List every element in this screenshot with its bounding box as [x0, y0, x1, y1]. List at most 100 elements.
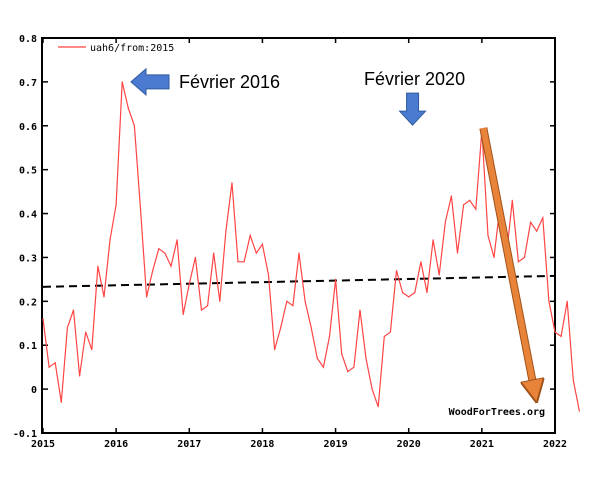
annotation-fevrier-2016: Février 2016 — [179, 72, 280, 92]
data-point — [97, 265, 99, 267]
data-point — [60, 401, 62, 403]
data-point — [469, 199, 471, 201]
y-tick-label: 0.7 — [19, 78, 37, 89]
data-point — [237, 261, 239, 263]
data-point — [414, 291, 416, 294]
credit-label: WoodForTrees.org — [449, 407, 545, 418]
data-point — [48, 366, 50, 368]
data-point — [292, 305, 294, 307]
data-point — [146, 296, 148, 298]
data-point — [444, 221, 446, 223]
data-point — [261, 243, 264, 245]
x-axis-ticks: 2015 2016 2017 2018 2019 2020 2021 2022 — [31, 37, 567, 450]
data-point — [213, 252, 215, 254]
x-tick-label: 2015 — [31, 439, 55, 450]
data-point — [383, 335, 385, 338]
data-point — [103, 296, 105, 298]
data-point — [578, 410, 580, 412]
plot-frame — [41, 37, 556, 434]
data-point — [389, 331, 392, 333]
x-tick-label: 2017 — [177, 439, 201, 450]
data-point — [54, 362, 56, 364]
data-point — [334, 278, 337, 280]
data-point — [493, 256, 495, 259]
data-point — [395, 270, 398, 272]
data-point — [139, 208, 142, 210]
data-point — [371, 388, 373, 390]
y-tick-label: 0.3 — [19, 253, 37, 264]
data-point — [487, 234, 489, 237]
data-point — [206, 305, 209, 307]
data-point — [542, 217, 544, 219]
trend-line — [42, 274, 556, 288]
data-point — [554, 331, 556, 333]
y-tick-label: 0.5 — [19, 166, 37, 177]
y-tick-label: 0 — [31, 385, 37, 396]
orange-arrow-icon — [480, 127, 534, 391]
data-point — [164, 252, 166, 254]
data-point — [286, 300, 288, 302]
data-point — [243, 261, 245, 263]
data-point — [176, 239, 178, 241]
data-point — [115, 204, 117, 206]
data-point — [127, 107, 129, 109]
data-point — [255, 252, 257, 254]
data-point — [152, 270, 154, 272]
data-point — [200, 309, 203, 311]
y-tick-label: 0.4 — [19, 210, 37, 221]
data-point — [365, 357, 367, 359]
chart-legend: uah6/from:2015 — [58, 43, 174, 54]
data-point — [402, 291, 404, 294]
data-point — [523, 256, 526, 259]
y-tick-label: 0.2 — [19, 297, 37, 308]
data-point — [194, 256, 196, 259]
data-point — [438, 274, 440, 276]
data-point — [267, 274, 270, 276]
data-point — [432, 239, 434, 241]
trend-line-group — [42, 274, 556, 288]
data-point — [353, 366, 355, 368]
series-group — [42, 81, 580, 412]
data-point — [341, 353, 343, 355]
annotation-fevrier-2020: Février 2020 — [364, 69, 465, 89]
x-tick-label: 2020 — [397, 439, 421, 450]
data-point — [377, 406, 379, 408]
data-point — [298, 252, 300, 254]
data-point — [426, 291, 428, 294]
data-point — [91, 349, 93, 351]
data-point — [182, 313, 184, 316]
arrow-down-icon — [398, 92, 427, 126]
data-point — [42, 318, 44, 320]
data-point — [109, 239, 111, 241]
data-point — [536, 230, 538, 232]
y-tick-label: 0.1 — [19, 341, 37, 352]
data-point — [322, 366, 324, 368]
annotations-group: Février 2016 Février 2020 — [130, 67, 535, 391]
x-tick-label: 2021 — [470, 439, 494, 450]
data-point — [572, 379, 574, 381]
data-point — [566, 300, 568, 302]
x-tick-label: 2019 — [324, 439, 348, 450]
data-point — [548, 300, 550, 302]
x-tick-label: 2016 — [104, 439, 128, 450]
data-point — [456, 252, 459, 254]
data-point — [188, 283, 190, 285]
data-point — [359, 309, 361, 311]
data-point — [462, 204, 465, 206]
data-point — [328, 335, 331, 338]
y-tick-label: 0.6 — [19, 122, 37, 133]
data-point — [511, 199, 513, 201]
data-point — [517, 261, 520, 263]
data-point — [347, 370, 349, 373]
data-point — [420, 261, 422, 263]
data-point — [408, 296, 410, 298]
data-point — [121, 81, 123, 83]
y-tick-label: -0.1 — [13, 429, 37, 440]
x-tick-label: 2022 — [543, 439, 567, 450]
x-tick-label: 2018 — [250, 439, 274, 450]
legend-label: uah6/from:2015 — [90, 43, 174, 54]
arrow-left-icon — [130, 67, 170, 96]
data-point — [158, 248, 160, 250]
y-tick-label: 0.8 — [19, 34, 37, 45]
